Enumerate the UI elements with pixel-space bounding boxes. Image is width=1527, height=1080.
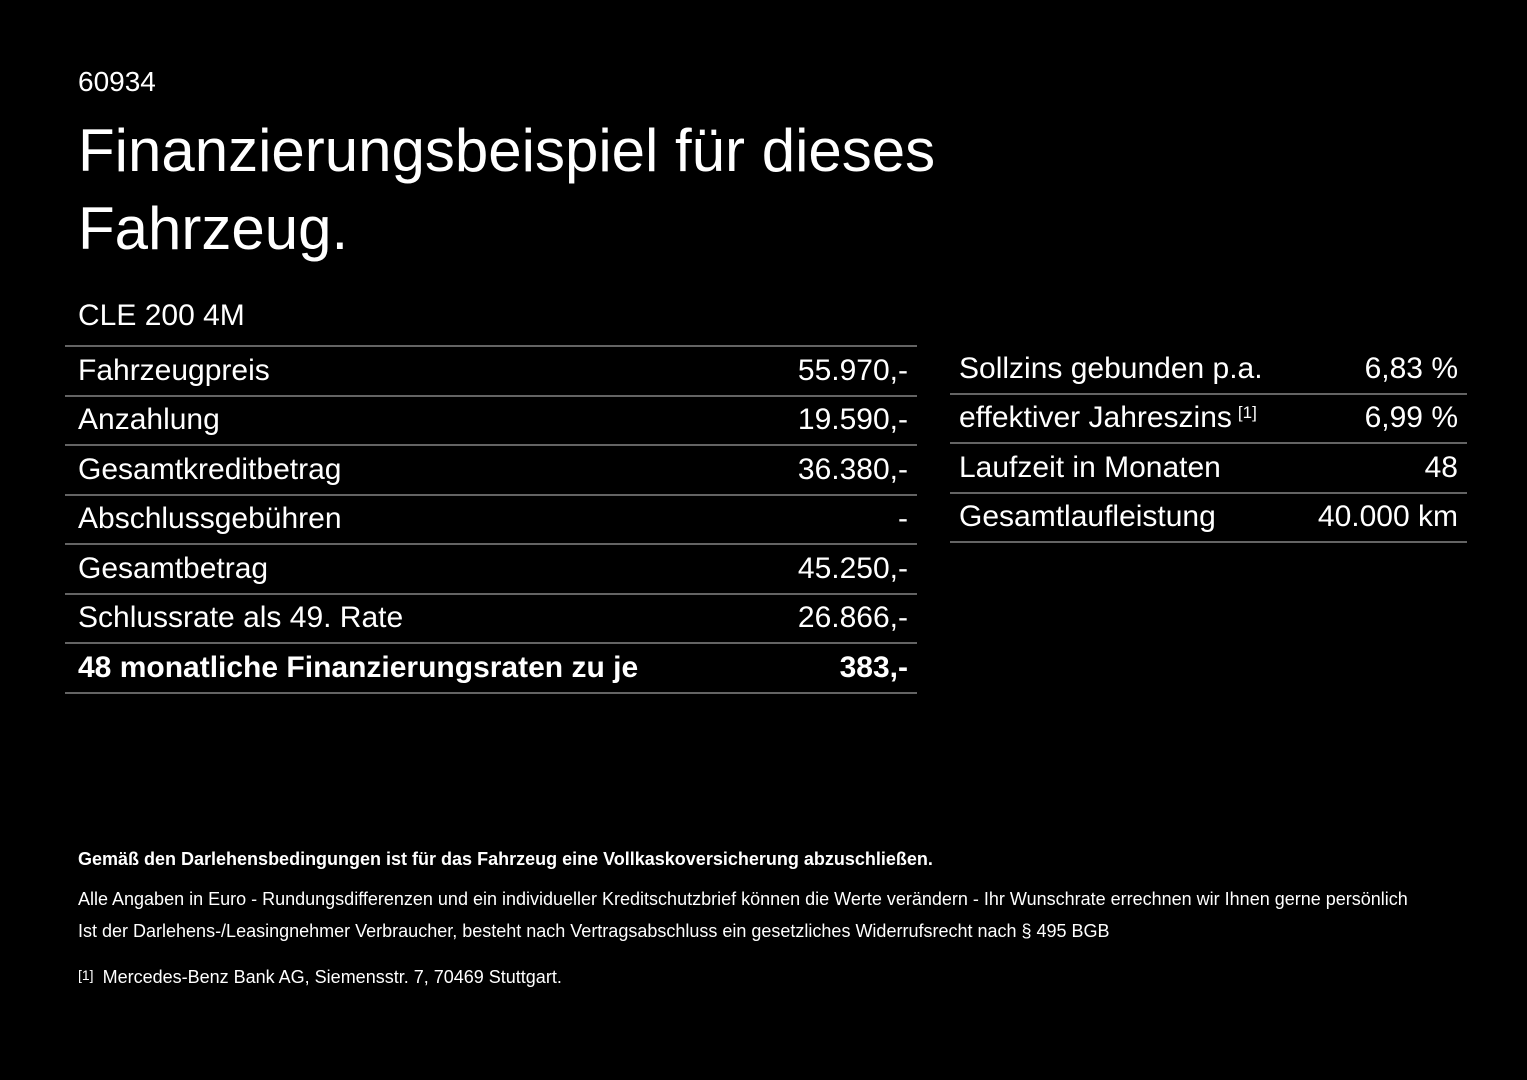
row-value: 19.590,- (797, 403, 908, 437)
table-row-anzahlung: Anzahlung 19.590,- (65, 397, 917, 446)
row-label: Anzahlung (78, 403, 220, 437)
row-label: Gesamtkreditbetrag (78, 452, 342, 486)
table-row-sollzins: Sollzins gebunden p.a. 6,83 % (950, 345, 1467, 395)
conditions-table: Sollzins gebunden p.a. 6,83 % effektiver… (950, 345, 1467, 543)
table-row-gesamtbetrag: Gesamtbetrag 45.250,- (65, 545, 917, 595)
table-row-effektiver-jahreszins: effektiver Jahreszins [1] 6,99 % (950, 395, 1467, 444)
row-value: 6,83 % (1364, 351, 1458, 385)
row-label: effektiver Jahreszins [1] (959, 401, 1257, 435)
row-value: 26.866,- (797, 601, 908, 635)
row-value: 383,- (839, 650, 908, 684)
bank-footnote: [1] Mercedes-Benz Bank AG, Siemensstr. 7,… (78, 964, 1458, 988)
row-label: Sollzins gebunden p.a. (959, 351, 1263, 385)
page-title: Finanzierungsbeispiel für dieses Fahrzeu… (78, 112, 935, 268)
row-label: Laufzeit in Monaten (959, 450, 1221, 484)
row-label: Abschlussgebühren (78, 502, 342, 536)
footnote-ref: [1] (1237, 403, 1257, 423)
page-title-line2: Fahrzeug. (78, 195, 349, 262)
row-value: 40.000 km (1317, 500, 1458, 534)
table-row-gesamtlaufleistung: Gesamtlaufleistung 40.000 km (950, 494, 1467, 543)
page-title-line1: Finanzierungsbeispiel für dieses (78, 117, 936, 184)
row-label: Gesamtbetrag (78, 551, 269, 585)
footnote-text: Mercedes-Benz Bank AG, Siemensstr. 7, 70… (102, 967, 562, 987)
table-row-gesamtkreditbetrag: Gesamtkreditbetrag 36.380,- (65, 446, 917, 496)
table-row-schlussrate: Schlussrate als 49. Rate 26.866,- (65, 595, 917, 644)
document-number: 60934 (78, 66, 156, 97)
row-value: 36.380,- (797, 452, 908, 486)
insurance-requirement-note: Gemäß den Darlehensbedingungen ist für d… (78, 849, 933, 869)
disclaimer-line-1: Alle Angaben in Euro - Rundungsdifferenz… (78, 889, 1408, 909)
table-row-abschlussgebuehren: Abschlussgebühren - (65, 496, 917, 545)
row-label: Fahrzeugpreis (78, 353, 270, 387)
row-value: 48 (1424, 450, 1458, 484)
disclaimer-line-2: Ist der Darlehens-/Leasingnehmer Verbrau… (78, 921, 1110, 941)
row-value: 45.250,- (797, 551, 908, 585)
financing-table: Fahrzeugpreis 55.970,- Anzahlung 19.590,… (65, 345, 917, 694)
footnote-marker: [1] (78, 967, 94, 983)
row-label: Gesamtlaufleistung (959, 500, 1216, 534)
legal-footer: Gemäß den Darlehensbedingungen ist für d… (78, 848, 1458, 988)
row-label: 48 monatliche Finanzierungsraten zu je (78, 650, 639, 684)
row-value: 6,99 % (1364, 401, 1458, 435)
row-value: - (898, 502, 908, 536)
vehicle-model: CLE 200 4M (78, 299, 245, 332)
row-value: 55.970,- (797, 353, 908, 387)
row-label: Schlussrate als 49. Rate (78, 601, 404, 635)
table-row-fahrzeugpreis: Fahrzeugpreis 55.970,- (65, 347, 917, 397)
table-row-laufzeit: Laufzeit in Monaten 48 (950, 444, 1467, 494)
table-row-monthly-rate-highlight: 48 monatliche Finanzierungsraten zu je 3… (65, 644, 917, 694)
